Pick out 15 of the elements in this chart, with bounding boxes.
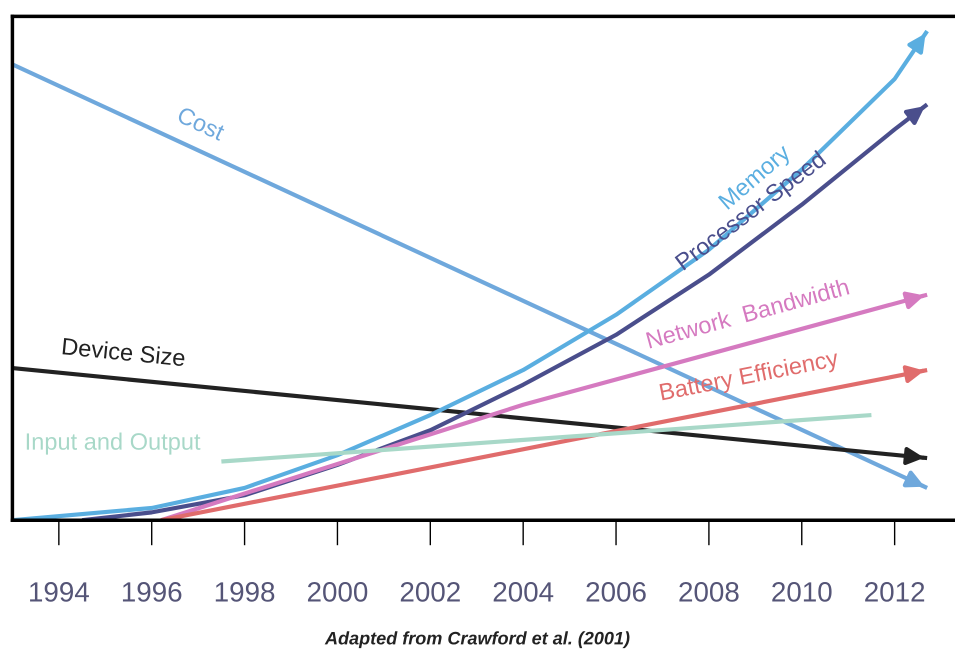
text: Adapted from Crawford et al. (2001) (324, 631, 630, 648)
x-tick-label: 2000 (308, 582, 368, 602)
text: Cost (176, 106, 226, 142)
x-tick-label: 1998 (216, 582, 274, 602)
x-tick-label: 2012 (865, 582, 924, 602)
text: Battery Efficiency (659, 348, 840, 406)
x-tick-label: 1996 (122, 582, 182, 602)
x-tick-label: 2002 (400, 582, 460, 602)
x-tick-label: 2006 (586, 582, 646, 602)
x-tick-label: 1994 (30, 582, 89, 602)
text: Device Size (62, 337, 186, 366)
x-tick-label: 2004 (494, 582, 554, 602)
x-tick-label: 2010 (772, 582, 832, 602)
series-label: Input and Output (26, 432, 200, 455)
x-tick-label: 2008 (679, 582, 739, 602)
